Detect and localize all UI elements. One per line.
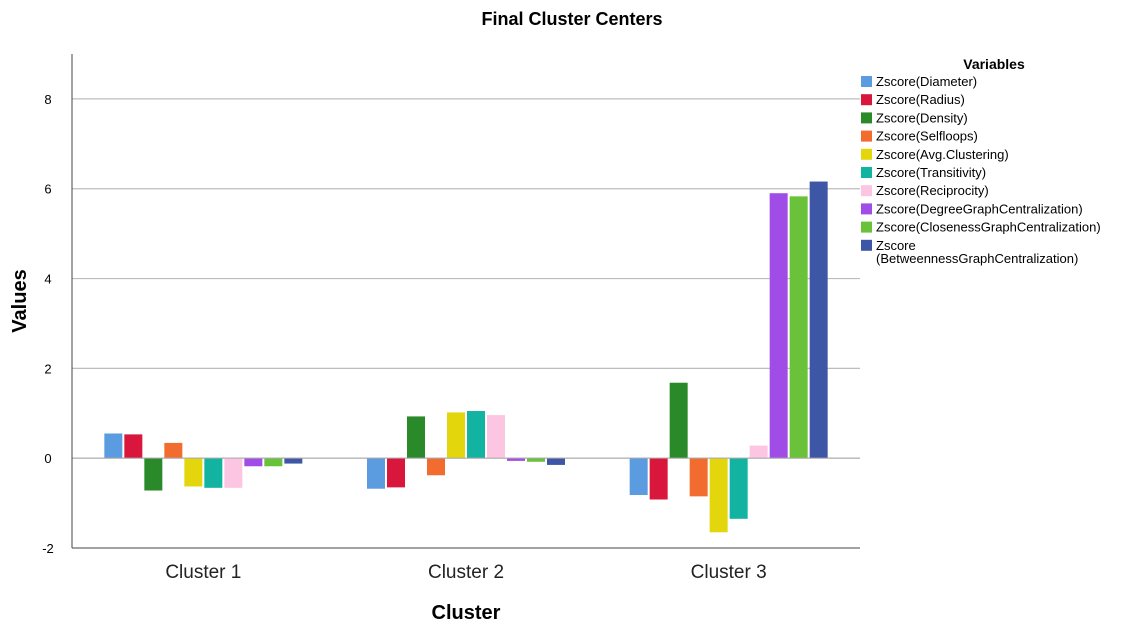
bars [72,181,860,533]
y-tick-label: -2 [42,541,54,556]
bar-3-4 [689,458,708,497]
bar-1-1 [104,433,123,459]
bar-1-10 [284,458,303,464]
bar-3-2 [649,458,668,500]
legend-swatch [861,94,872,106]
bar-2-6 [467,411,485,459]
legend: Variables Zscore(Diameter) Zscore(Radius)… [861,56,1101,266]
bar-2-1 [367,458,385,489]
legend-label: Zscore(Transitivity) [876,165,986,180]
legend-swatch [861,221,872,233]
axes [71,54,860,549]
x-tick-label: Cluster 3 [691,562,767,583]
bar-3-10 [809,181,828,459]
bar-3-5 [709,458,728,533]
bar-1-2 [124,434,143,459]
bar-1-5 [184,458,203,487]
legend-label: Zscore(ClosenessGraphCentralization) [876,220,1101,235]
legend-swatch [861,203,872,215]
y-tick-labels: -2 0 2 4 6 8 [42,92,54,556]
legend-swatch [861,239,872,251]
gridlines [72,98,860,459]
legend-swatch [861,112,872,124]
legend-label: Zscore(Diameter) [876,74,977,89]
bar-2-8 [507,458,525,461]
chart-title: Final Cluster Centers [481,9,662,29]
bar-1-3 [144,458,163,491]
bar-2-10 [547,458,565,465]
x-tick-labels: Cluster 1 Cluster 2 Cluster 3 [165,562,766,583]
bar-3-7 [749,445,768,459]
bar-2-2 [387,458,405,488]
legend-title: Variables [963,56,1025,72]
bar-1-4 [164,442,183,459]
y-tick-label: 2 [44,361,51,376]
legend-label: Zscore(Density) [876,110,968,125]
legend-swatch [861,130,872,142]
legend-label: Zscore(DegreeGraphCentralization) [876,201,1083,216]
bar-3-8 [769,193,788,459]
bar-2-4 [427,458,445,476]
legend-label: Zscore(Selfloops) [876,129,978,144]
x-tick-label: Cluster 1 [165,562,241,583]
legend-label: (BetweennessGraphCentralization) [876,251,1078,266]
y-tick-label: 8 [44,92,51,107]
y-axis-title: Values [9,269,31,332]
x-tick-label: Cluster 2 [428,562,504,583]
bar-2-5 [447,412,465,459]
legend-label: Zscore [876,238,916,253]
bar-3-6 [729,458,748,519]
legend-swatch [861,167,872,178]
bar-3-3 [669,382,688,459]
bar-1-9 [264,458,283,467]
bar-2-7 [487,415,505,459]
legend-swatch [861,148,872,160]
y-tick-label: 0 [44,451,51,466]
bar-3-1 [629,458,648,496]
bar-2-3 [407,416,425,459]
bar-1-7 [224,458,243,488]
x-axis-title: Cluster [432,602,501,623]
bar-2-9 [527,458,545,462]
y-tick-label: 6 [44,182,51,197]
legend-items: Zscore(Diameter) Zscore(Radius) Zscore(Den… [861,74,1101,266]
legend-swatch [861,76,872,87]
bar-1-8 [244,458,263,467]
legend-label: Zscore(Radius) [876,92,965,107]
bar-3-9 [789,196,808,459]
legend-label: Zscore(Avg.Clustering) [876,147,1009,162]
y-tick-label: 4 [44,272,51,287]
legend-label: Zscore(Reciprocity) [876,183,989,198]
bar-1-6 [204,458,223,488]
legend-swatch [861,185,872,197]
